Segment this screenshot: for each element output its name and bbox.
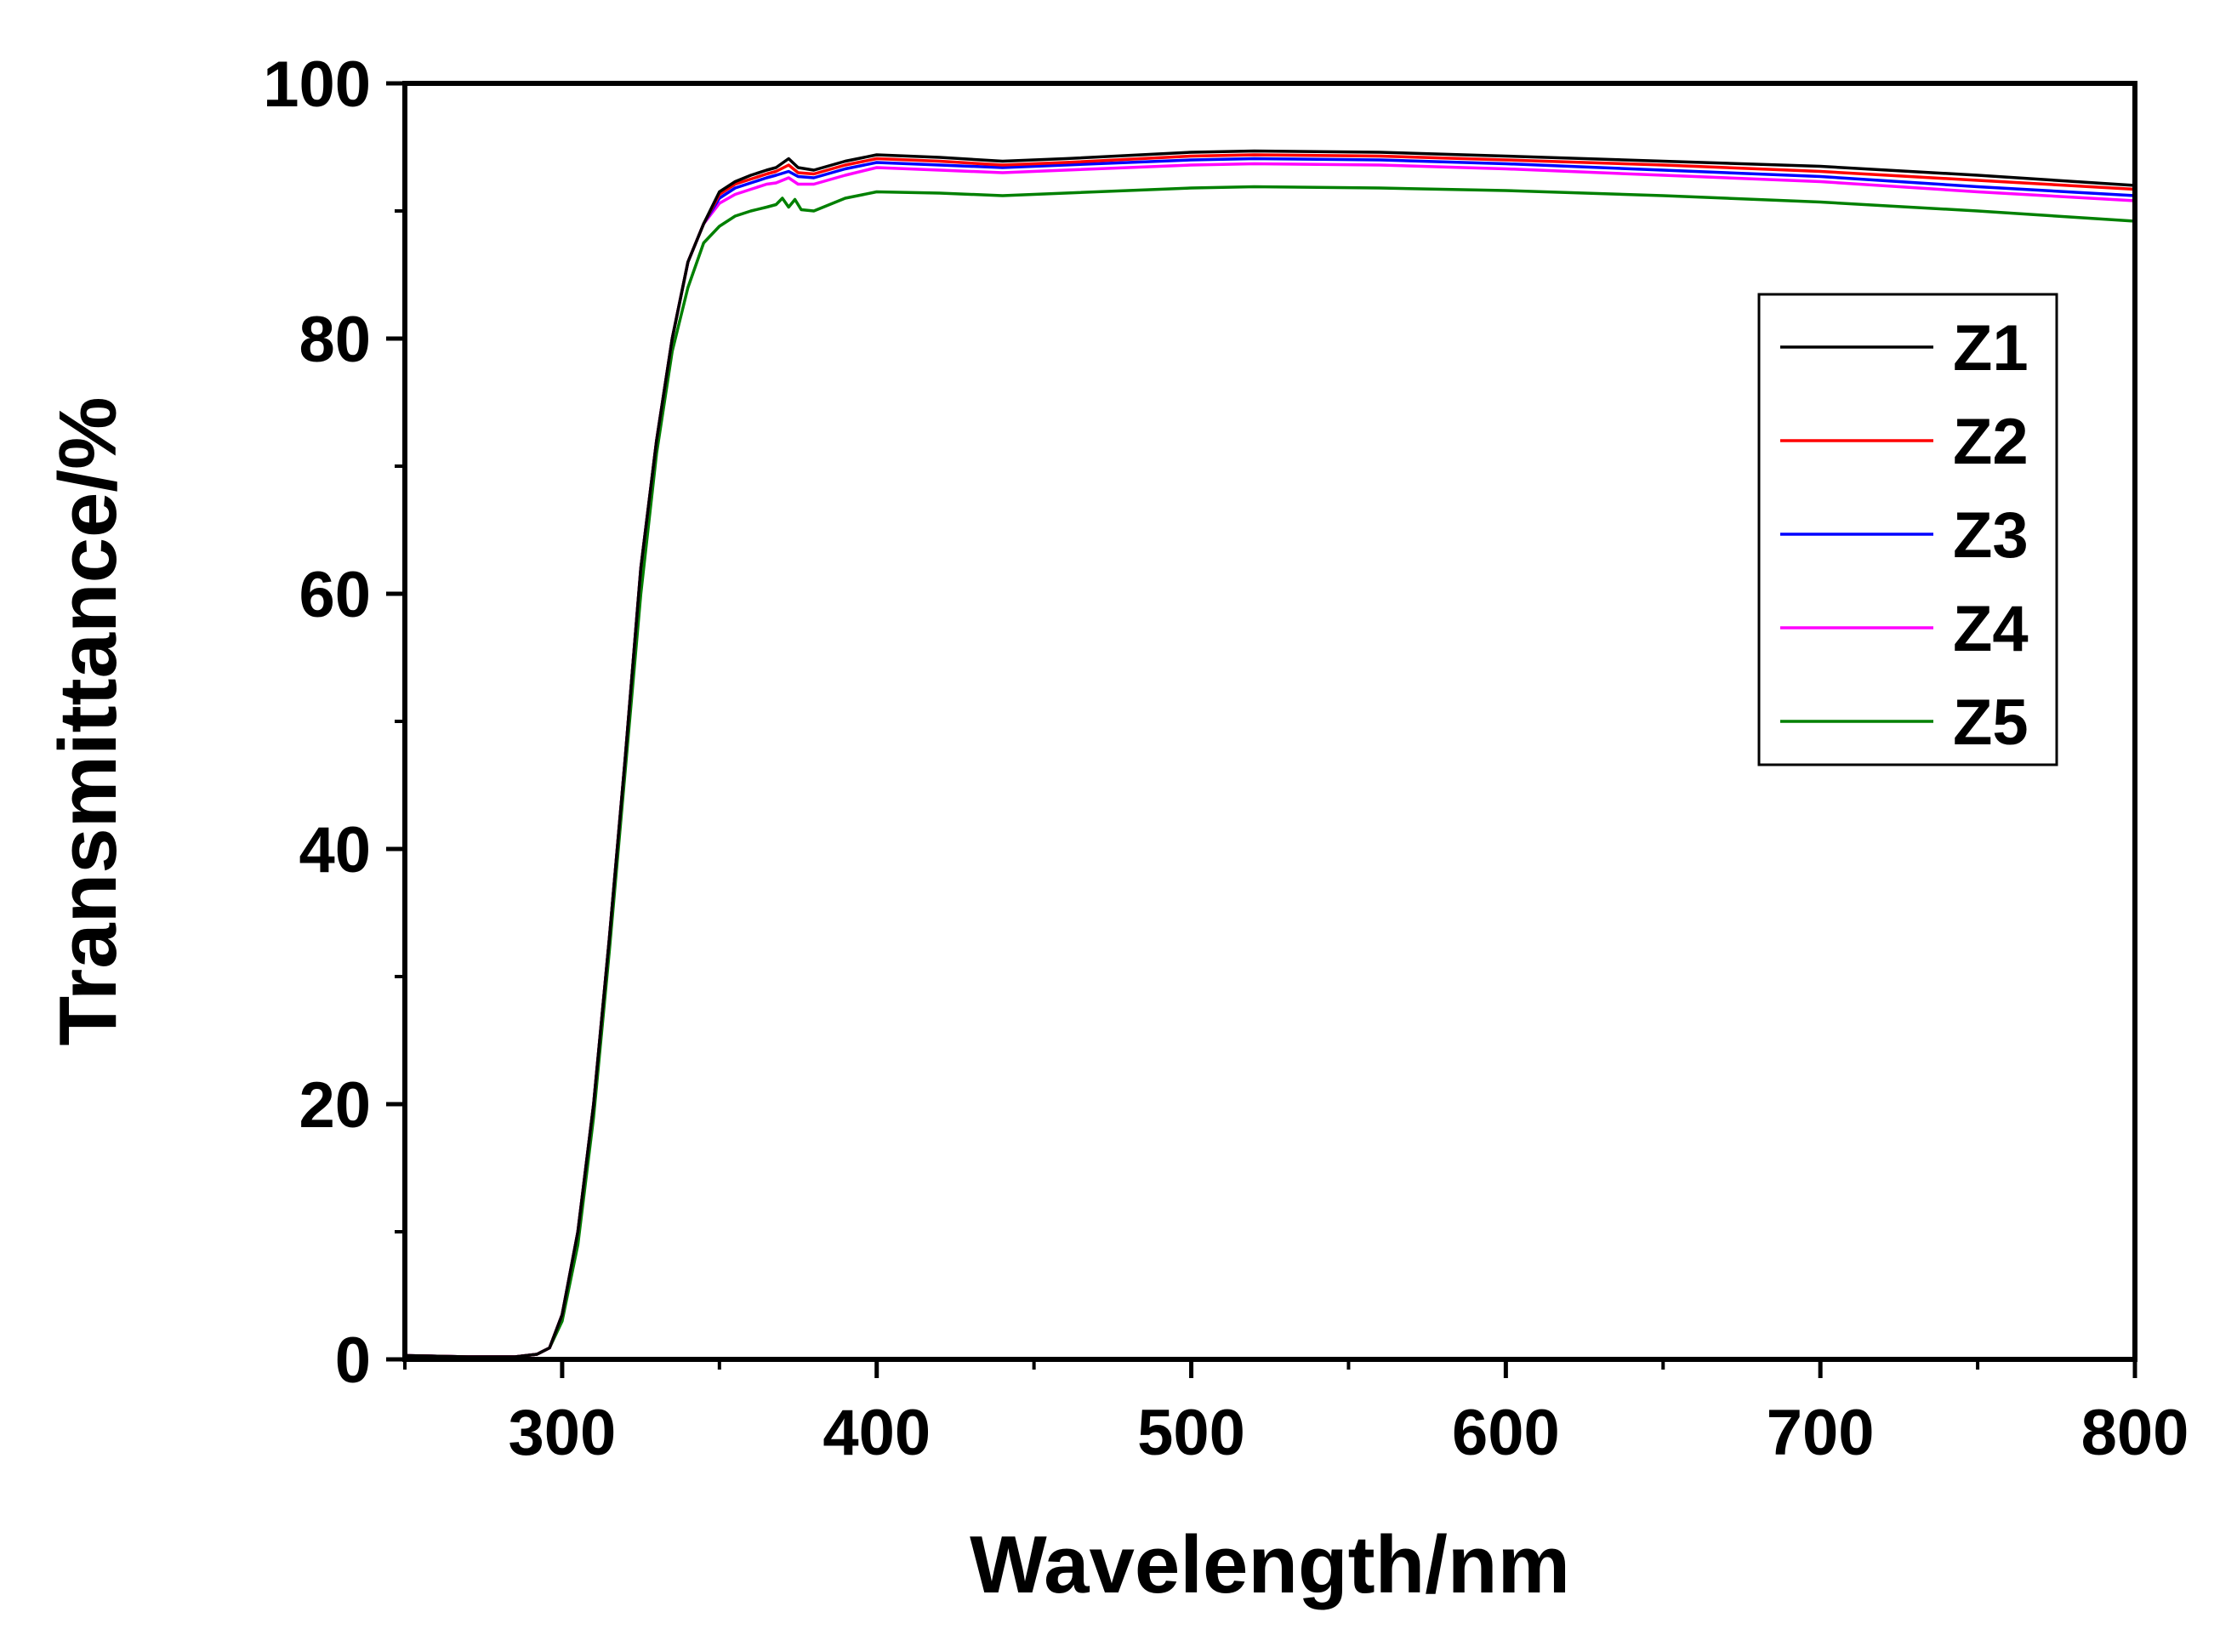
legend-label-z1: Z1 <box>1953 312 2029 385</box>
legend: Z1 Z2 Z3 Z4 Z5 <box>1757 293 2058 766</box>
legend-label-z2: Z2 <box>1953 406 2029 478</box>
y-tick-label: 20 <box>299 1069 371 1142</box>
x-tick-label: 500 <box>1137 1397 1245 1469</box>
y-tick-label: 100 <box>263 48 371 121</box>
y-axis: 0 20 40 60 80 100 <box>263 48 405 1397</box>
x-tick-label: 700 <box>1767 1397 1875 1469</box>
series-line-z1 <box>404 149 2136 1359</box>
legend-label-z3: Z3 <box>1953 499 2029 572</box>
legend-items: Z1 Z2 Z3 Z4 Z5 <box>1780 312 2029 759</box>
series-line-z5 <box>404 185 2136 1359</box>
x-axis: 300 400 500 600 700 800 <box>403 1359 2189 1469</box>
y-tick-label: 80 <box>299 304 371 376</box>
x-tick-label: 800 <box>2081 1397 2189 1469</box>
legend-label-z4: Z4 <box>1953 593 2029 665</box>
x-axis-title: Wavelength/nm <box>970 1519 1570 1610</box>
y-axis-title: Transmittance/% <box>43 397 134 1046</box>
x-tick-label: 300 <box>509 1397 617 1469</box>
y-tick-label: 40 <box>299 814 371 886</box>
series-layer <box>404 149 2136 1359</box>
legend-label-z5: Z5 <box>1953 686 2029 759</box>
legend-box <box>1757 293 2058 766</box>
x-tick-label: 400 <box>823 1397 931 1469</box>
y-tick-label: 60 <box>299 559 371 631</box>
y-tick-label: 0 <box>335 1324 371 1397</box>
x-tick-label: 600 <box>1452 1397 1560 1469</box>
